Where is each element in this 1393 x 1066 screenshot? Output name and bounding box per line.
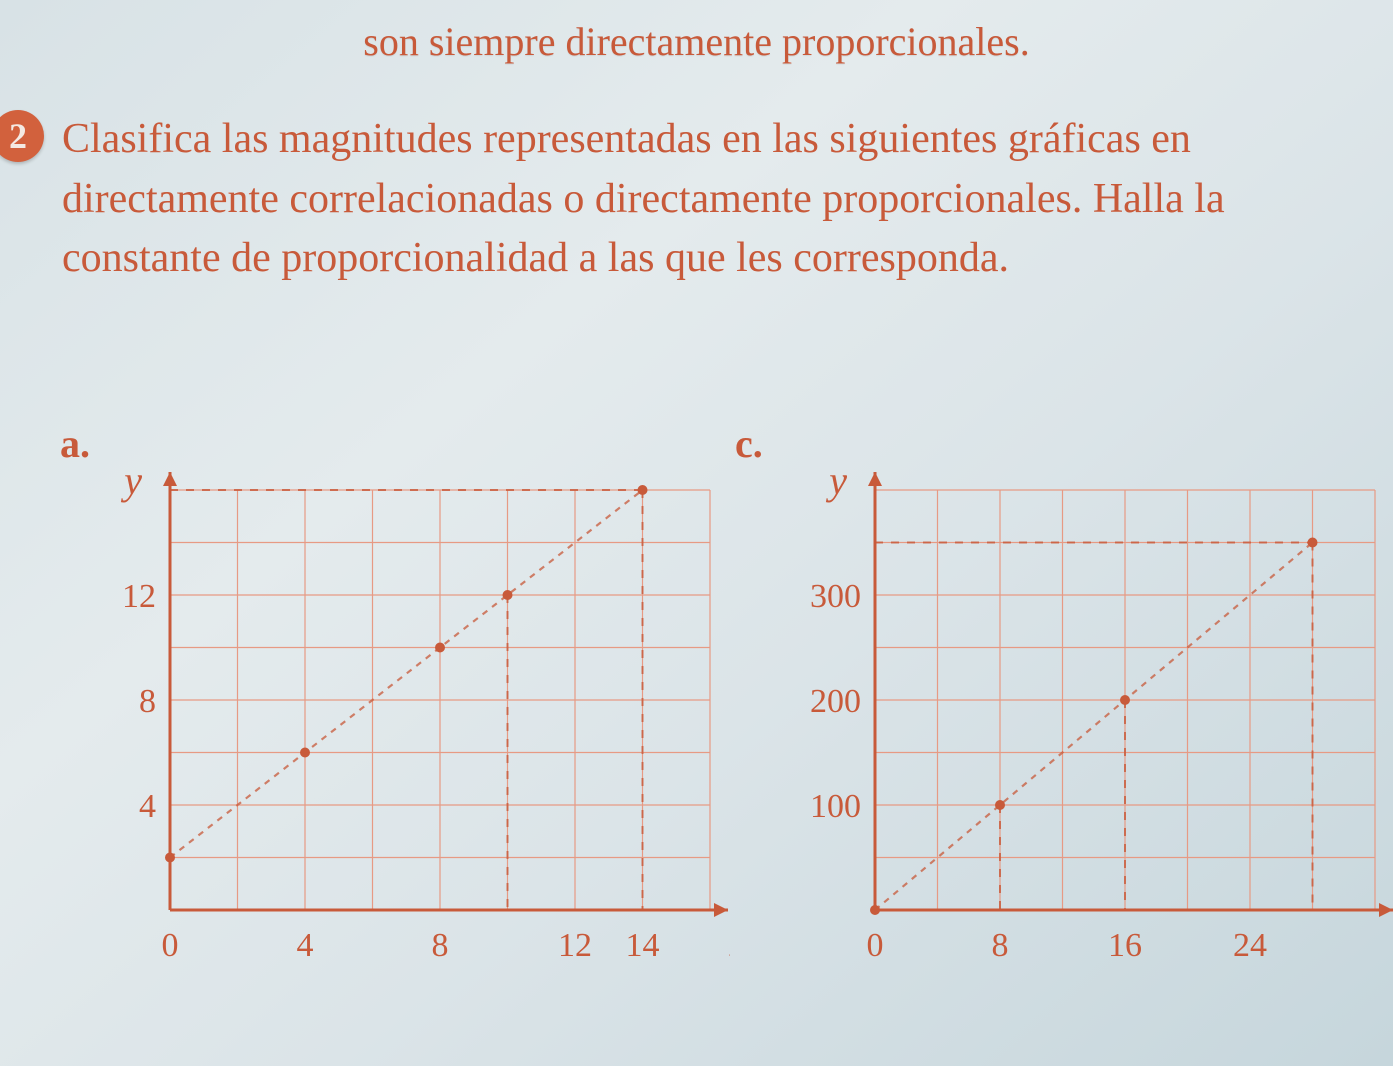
- svg-text:12: 12: [558, 927, 592, 964]
- chart-a-label: a.: [60, 420, 90, 467]
- svg-text:8: 8: [432, 927, 449, 964]
- svg-text:8: 8: [992, 927, 1009, 964]
- question-number-badge: 2: [0, 110, 44, 162]
- svg-text:y: y: [825, 458, 847, 503]
- svg-text:16: 16: [1108, 927, 1142, 964]
- svg-text:4: 4: [297, 927, 314, 964]
- svg-text:0: 0: [867, 927, 884, 964]
- chart-c-block: c. 100200300y081624x: [735, 420, 1380, 1040]
- svg-text:y: y: [120, 458, 142, 503]
- chart-c-label: c.: [735, 420, 763, 467]
- svg-text:x: x: [729, 920, 730, 965]
- page-root: son siempre directamente proporcionales.…: [0, 0, 1393, 1066]
- svg-text:24: 24: [1233, 927, 1267, 964]
- svg-text:4: 4: [139, 788, 156, 825]
- svg-text:300: 300: [810, 578, 861, 615]
- chart-a-svg: 4 8 12 y 0 4 8 12 14 x: [90, 450, 730, 1010]
- svg-text:14: 14: [626, 927, 660, 964]
- question-text: Clasifica las magnitudes representadas e…: [62, 110, 1372, 289]
- chart-a-block: a. 4812y0481214x: [60, 420, 705, 1040]
- svg-text:12: 12: [122, 578, 156, 615]
- svg-text:200: 200: [810, 683, 861, 720]
- chart-c-svg: 100200300y081624x: [765, 450, 1393, 1010]
- charts-row: a. 4 8 12 y 0 4 8 12 14 x c. 100 200 300 y 0 8 16 24 x: [60, 420, 1380, 1040]
- svg-text:100: 100: [810, 788, 861, 825]
- svg-text:8: 8: [139, 683, 156, 720]
- previous-exercise-tail-text: son siempre directamente proporcionales.: [0, 18, 1393, 65]
- svg-text:0: 0: [162, 927, 179, 964]
